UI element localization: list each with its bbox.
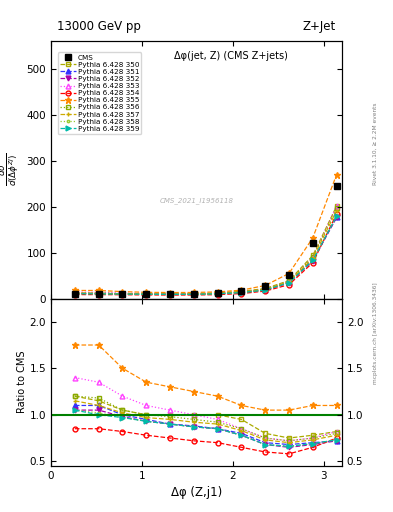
Text: 13000 GeV pp: 13000 GeV pp (57, 20, 141, 33)
Text: CMS_2021_I1956118: CMS_2021_I1956118 (160, 197, 233, 204)
Y-axis label: Ratio to CMS: Ratio to CMS (17, 351, 27, 414)
Legend: CMS, Pythia 6.428 350, Pythia 6.428 351, Pythia 6.428 352, Pythia 6.428 353, Pyt: CMS, Pythia 6.428 350, Pythia 6.428 351,… (58, 52, 141, 134)
X-axis label: Δφ (Z,j1): Δφ (Z,j1) (171, 486, 222, 499)
Text: Rivet 3.1.10, ≥ 2.2M events: Rivet 3.1.10, ≥ 2.2M events (373, 102, 378, 185)
Text: Z+Jet: Z+Jet (303, 20, 336, 33)
Y-axis label: $\frac{d\sigma}{d(\Delta\phi^{ZJ})}$: $\frac{d\sigma}{d(\Delta\phi^{ZJ})}$ (0, 153, 21, 186)
Text: Δφ(jet, Z) (CMS Z+jets): Δφ(jet, Z) (CMS Z+jets) (174, 51, 288, 61)
Text: mcplots.cern.ch [arXiv:1306.3436]: mcplots.cern.ch [arXiv:1306.3436] (373, 282, 378, 383)
